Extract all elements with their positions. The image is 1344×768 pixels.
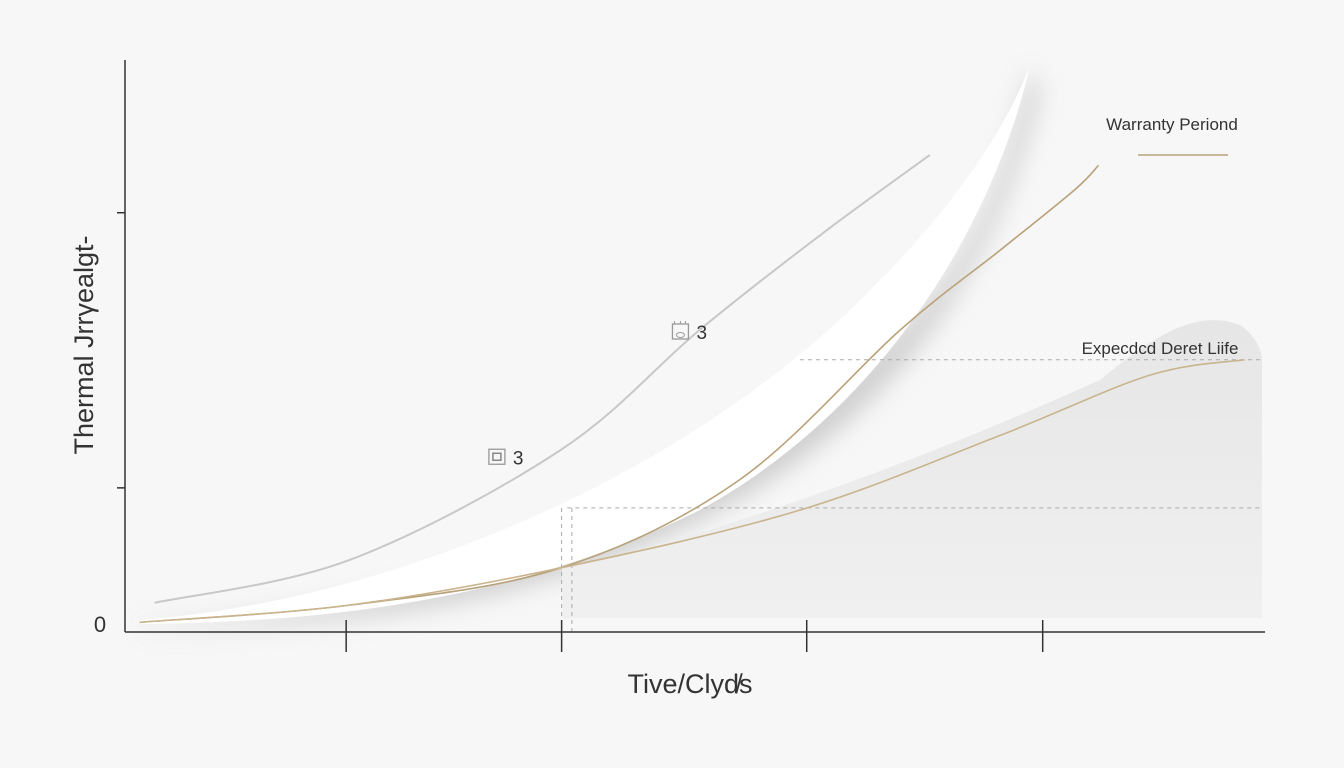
legend-label-warranty: Warranty Periond bbox=[1106, 115, 1238, 134]
curl-band bbox=[140, 65, 1030, 624]
series-line-2 bbox=[154, 154, 931, 604]
annotation-label-0: 3 bbox=[696, 323, 707, 344]
y-axis-label: Thermal Jrrγealgt- bbox=[69, 235, 99, 454]
y-tick-label-0: 0 bbox=[94, 612, 106, 637]
annotation-0: 3 bbox=[671, 320, 707, 344]
x-axis-label: Tive/Clyd̸s bbox=[627, 669, 752, 699]
annotation-label-1: 3 bbox=[513, 448, 524, 469]
paper-curl-decoration bbox=[140, 65, 1262, 628]
tv-icon bbox=[488, 448, 506, 465]
series-line-1 bbox=[139, 358, 1245, 624]
calendar-icon bbox=[671, 320, 690, 340]
legend-label-expected-life: Expecdcd Deret Liife bbox=[1082, 339, 1239, 358]
life-area bbox=[562, 320, 1262, 618]
annotation-1: 3 bbox=[488, 448, 524, 469]
